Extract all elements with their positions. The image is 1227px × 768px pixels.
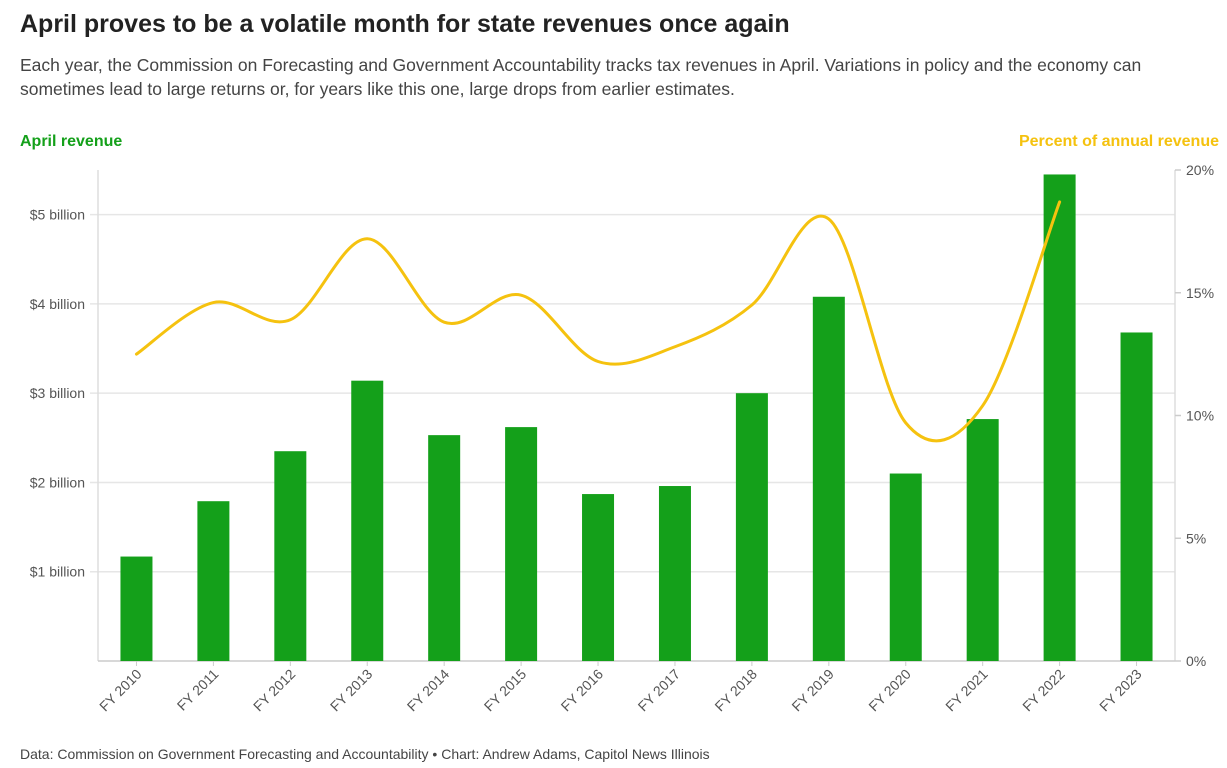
bar-fy-2014	[428, 435, 461, 661]
left-axis-label: April revenue	[20, 133, 123, 150]
left-tick-label: $5 billion	[30, 207, 85, 223]
bar-fy-2010	[120, 556, 153, 661]
bar-fy-2013	[351, 380, 384, 661]
x-tick-label: FY 2014	[404, 666, 453, 715]
x-tick-label: FY 2023	[1096, 666, 1145, 715]
source-note: Data: Commission on Government Forecasti…	[20, 746, 710, 762]
x-tick-label: FY 2016	[558, 666, 607, 715]
x-tick-label: FY 2011	[174, 666, 222, 714]
x-tick-label: FY 2020	[865, 666, 914, 715]
bar-fy-2022	[1043, 174, 1076, 662]
chart-subtitle: Each year, the Commission on Forecasting…	[20, 55, 1142, 99]
x-tick-label: FY 2012	[250, 666, 299, 715]
right-tick-label: 15%	[1186, 285, 1214, 301]
left-tick-label: $2 billion	[30, 474, 85, 490]
bar-fy-2015	[505, 427, 538, 661]
bar-fy-2012	[274, 451, 307, 661]
x-tick-label: FY 2019	[788, 666, 837, 715]
percent-line	[134, 200, 1062, 443]
right-tick-label: 0%	[1186, 653, 1206, 669]
right-tick-label: 10%	[1186, 408, 1214, 424]
x-tick-label: FY 2015	[481, 666, 530, 715]
x-tick-label: FY 2018	[711, 666, 760, 715]
x-tick-label: FY 2010	[96, 666, 145, 715]
x-tick-label: FY 2022	[1019, 666, 1068, 715]
x-tick-label: FY 2013	[327, 666, 376, 715]
x-tick-label: FY 2021	[942, 666, 991, 715]
bar-fy-2016	[582, 494, 615, 661]
left-tick-label: $4 billion	[30, 296, 85, 312]
bar-fy-2023	[1120, 332, 1153, 661]
bar-fy-2021	[966, 419, 999, 661]
bar-fy-2020	[889, 473, 922, 661]
left-tick-label: $3 billion	[30, 385, 85, 401]
chart-title: April proves to be a volatile month for …	[20, 10, 790, 38]
right-tick-label: 5%	[1186, 530, 1206, 546]
bar-fy-2018	[735, 393, 768, 661]
right-axis-label: Percent of annual revenue	[1018, 133, 1219, 150]
right-tick-label: 20%	[1186, 162, 1214, 178]
left-tick-label: $1 billion	[30, 564, 85, 580]
bar-fy-2017	[658, 486, 691, 661]
bar-fy-2011	[197, 501, 230, 661]
bar-fy-2019	[812, 296, 845, 661]
x-tick-label: FY 2017	[635, 666, 684, 715]
